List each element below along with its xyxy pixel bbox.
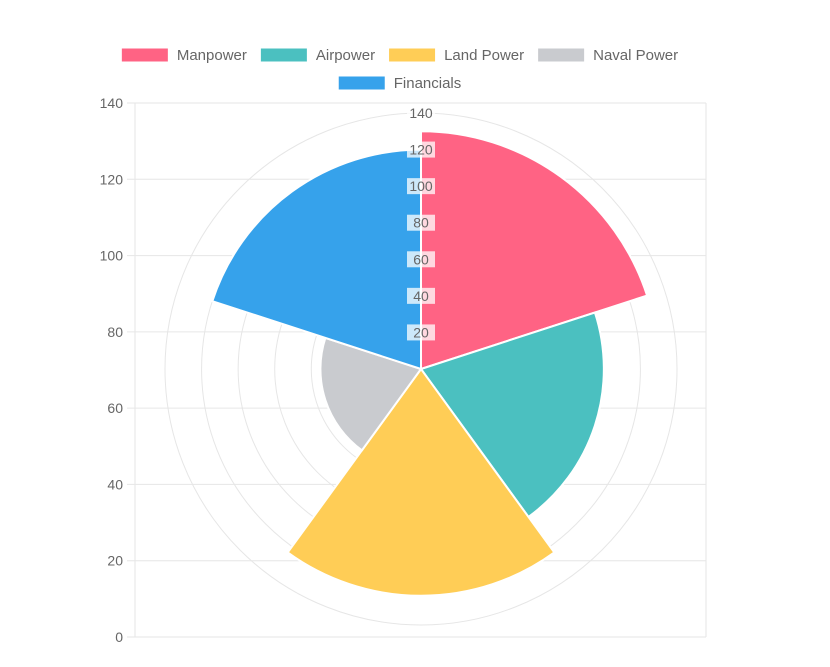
slice-manpower[interactable] bbox=[420, 130, 649, 371]
slice-airpower[interactable] bbox=[419, 311, 605, 519]
y-tick-label: 40 bbox=[107, 476, 123, 492]
y-tick-label: 100 bbox=[100, 248, 124, 264]
slice-financials[interactable] bbox=[211, 148, 422, 371]
y-tick-label: 120 bbox=[100, 171, 124, 187]
legend-label: Airpower bbox=[316, 47, 375, 64]
radial-tick-backdrop bbox=[407, 178, 435, 195]
legend-swatch bbox=[389, 48, 436, 62]
y-tick-label: 0 bbox=[115, 629, 123, 645]
y-tick-label: 80 bbox=[107, 324, 123, 340]
radial-tick-backdrop bbox=[407, 214, 435, 231]
legend-item-airpower[interactable]: Airpower bbox=[260, 47, 375, 64]
slices bbox=[211, 130, 649, 597]
radial-tick-label: 80 bbox=[413, 215, 429, 231]
radial-tick-label: 40 bbox=[413, 288, 429, 304]
legend: Manpower Airpower Land Power Naval Power Fin… bbox=[121, 47, 678, 92]
radial-tick-backdrop bbox=[407, 105, 435, 121]
radial-ticks: 140 120 100 80 60 40 20 bbox=[407, 105, 435, 341]
legend-swatch bbox=[338, 76, 385, 90]
radial-tick-backdrop bbox=[407, 141, 435, 158]
y-tick-label: 140 bbox=[100, 95, 124, 111]
legend-swatch bbox=[121, 48, 168, 62]
y-axis: 140 120 100 80 60 40 20 0 bbox=[100, 95, 707, 645]
legend-label: Naval Power bbox=[593, 47, 678, 64]
radial-tick-label: 60 bbox=[413, 251, 429, 267]
radial-tick-backdrop bbox=[407, 324, 435, 341]
legend-label: Land Power bbox=[444, 47, 524, 64]
y-tick-label: 20 bbox=[107, 553, 123, 569]
radial-tick-backdrop bbox=[407, 251, 435, 268]
radial-tick-label: 20 bbox=[413, 324, 429, 340]
legend-item-manpower[interactable]: Manpower bbox=[121, 47, 247, 64]
legend-swatch bbox=[260, 48, 307, 62]
slice-naval-power[interactable] bbox=[319, 336, 423, 452]
radial-tick-label: 120 bbox=[409, 142, 433, 158]
legend-item-land-power[interactable]: Land Power bbox=[389, 47, 524, 64]
legend-item-financials[interactable]: Financials bbox=[338, 75, 462, 92]
y-tick-label: 60 bbox=[107, 400, 123, 416]
radial-tick-label: 100 bbox=[409, 178, 433, 194]
legend-label: Financials bbox=[394, 75, 462, 92]
radial-tick-backdrop bbox=[407, 287, 435, 304]
radial-tick-label: 140 bbox=[409, 105, 433, 121]
legend-swatch bbox=[538, 48, 585, 62]
legend-item-naval-power[interactable]: Naval Power bbox=[538, 47, 678, 64]
slice-land-power[interactable] bbox=[286, 367, 556, 597]
legend-label: Manpower bbox=[177, 47, 247, 64]
